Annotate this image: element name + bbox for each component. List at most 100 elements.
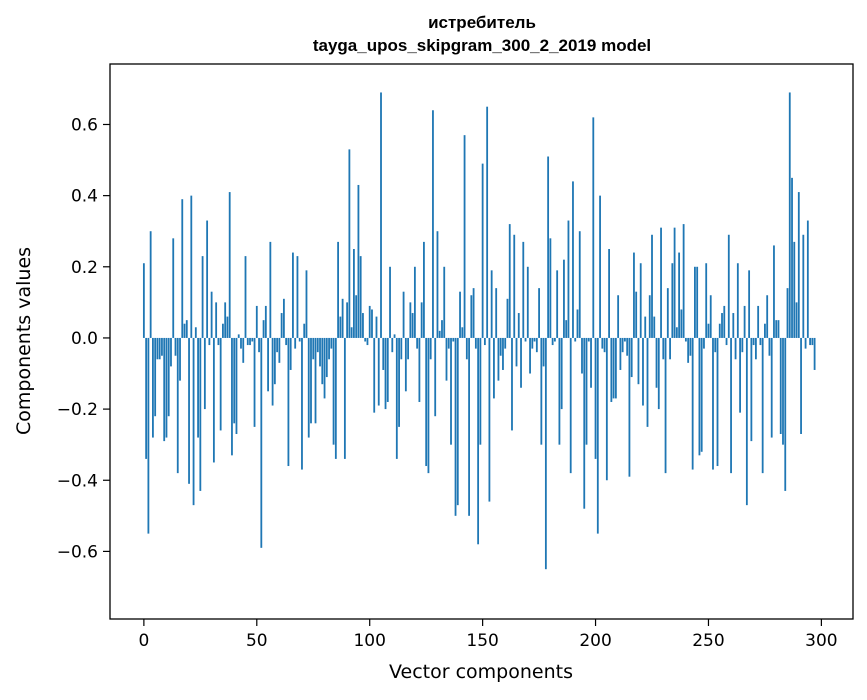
bar <box>416 337 419 349</box>
bar <box>806 220 809 338</box>
bar <box>224 302 227 338</box>
bar <box>522 241 525 338</box>
bar <box>301 337 303 470</box>
bar <box>312 337 315 360</box>
bar <box>203 337 206 410</box>
bar <box>716 337 719 467</box>
bar <box>454 337 457 516</box>
bar <box>359 256 362 338</box>
bar <box>298 337 301 342</box>
bar <box>183 323 186 338</box>
bar <box>576 309 579 338</box>
bar <box>393 334 396 338</box>
bar <box>355 295 358 338</box>
bar <box>773 245 775 338</box>
bar <box>811 337 814 346</box>
bar <box>456 337 459 506</box>
bar <box>515 337 518 367</box>
bar <box>533 337 536 342</box>
bar <box>488 337 491 502</box>
bar <box>389 266 391 338</box>
y-axis-label: Components values <box>13 247 35 435</box>
bar <box>292 252 294 338</box>
bar <box>682 224 685 338</box>
bar <box>777 320 780 338</box>
bar <box>567 220 570 338</box>
y-axis-ticks: −0.6 −0.4 −0.2 0.0 0.2 0.4 0.6 <box>57 115 110 562</box>
bar <box>795 302 798 338</box>
bar <box>170 337 172 367</box>
bar <box>725 337 728 346</box>
bar <box>745 337 748 506</box>
bar <box>142 263 145 338</box>
bar <box>307 337 310 438</box>
bar <box>635 291 638 338</box>
bar <box>348 149 351 338</box>
bar <box>188 337 190 484</box>
bar <box>743 305 746 338</box>
bar <box>185 320 188 338</box>
bar <box>642 337 644 406</box>
bar <box>549 238 552 338</box>
bar <box>470 295 473 338</box>
bar <box>617 295 620 338</box>
bar <box>353 249 355 338</box>
bar <box>411 313 414 338</box>
bar <box>556 270 559 338</box>
bar <box>538 288 540 338</box>
bar <box>253 337 256 427</box>
bar <box>700 337 703 452</box>
bar <box>215 302 218 338</box>
bar <box>759 337 762 346</box>
bar <box>671 263 674 338</box>
bar <box>490 270 493 338</box>
bar <box>472 288 475 338</box>
bar <box>768 337 771 356</box>
bar <box>276 337 279 353</box>
bar <box>409 302 412 338</box>
bar <box>434 337 437 417</box>
bar <box>712 337 714 470</box>
bar <box>395 337 398 459</box>
bar <box>813 337 816 370</box>
plot-frame <box>109 63 854 620</box>
bar <box>246 337 249 346</box>
bar <box>723 305 726 338</box>
bar <box>707 323 710 338</box>
bar <box>219 337 222 431</box>
bar <box>242 337 245 363</box>
bar <box>429 337 432 360</box>
bar <box>673 227 676 338</box>
bar <box>208 337 211 346</box>
bar <box>612 337 615 399</box>
bar <box>165 337 168 438</box>
bar <box>391 337 394 353</box>
bar <box>282 298 285 338</box>
bar <box>343 337 346 459</box>
bar <box>754 337 757 360</box>
bar <box>321 337 324 385</box>
bar <box>233 337 236 424</box>
bar <box>653 316 656 338</box>
bar <box>520 337 522 388</box>
bar <box>271 337 274 406</box>
x-tick-label: 200 <box>579 631 611 651</box>
bar <box>483 337 486 346</box>
bar <box>493 337 495 399</box>
x-axis-ticks: 0 50 100 150 200 250 300 <box>138 619 838 651</box>
bar <box>366 337 369 346</box>
bar <box>384 337 387 410</box>
bar <box>206 220 209 338</box>
bar <box>427 337 430 474</box>
bar <box>314 337 317 424</box>
bar <box>669 337 671 360</box>
bar <box>260 337 263 548</box>
bar <box>540 337 543 445</box>
bar <box>644 316 647 338</box>
bar <box>497 337 500 381</box>
bar <box>603 337 606 353</box>
x-tick-label: 50 <box>246 631 268 651</box>
x-tick-label: 100 <box>353 631 385 651</box>
bar <box>614 337 617 399</box>
